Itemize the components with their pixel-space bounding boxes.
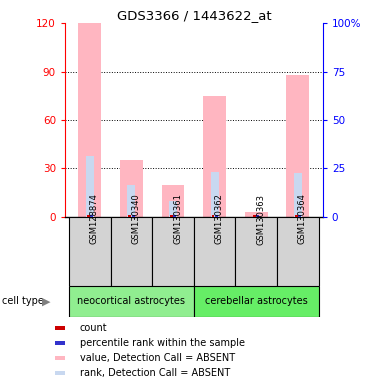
Bar — [277, 217, 319, 286]
Text: count: count — [79, 323, 107, 333]
Bar — [203, 96, 226, 217]
Text: GSM130363: GSM130363 — [256, 194, 265, 245]
Title: GDS3366 / 1443622_at: GDS3366 / 1443622_at — [116, 9, 271, 22]
Bar — [86, 156, 94, 217]
Text: GSM128874: GSM128874 — [90, 194, 99, 245]
Text: percentile rank within the sample: percentile rank within the sample — [79, 338, 244, 348]
Bar — [211, 215, 214, 217]
Bar — [295, 215, 298, 217]
Text: GSM130362: GSM130362 — [215, 194, 224, 245]
Bar — [55, 356, 65, 360]
Bar — [90, 215, 93, 217]
Bar — [294, 173, 302, 217]
Bar — [55, 371, 65, 374]
Bar — [170, 215, 173, 217]
Text: GSM130364: GSM130364 — [298, 194, 307, 245]
Text: GSM130361: GSM130361 — [173, 194, 182, 245]
Text: rank, Detection Call = ABSENT: rank, Detection Call = ABSENT — [79, 368, 230, 378]
Bar — [173, 215, 176, 217]
Bar — [236, 217, 277, 286]
Bar — [152, 217, 194, 286]
Bar — [120, 161, 143, 217]
Bar — [194, 217, 236, 286]
Bar — [128, 185, 135, 217]
Text: cell type: cell type — [2, 296, 44, 306]
Bar — [169, 201, 177, 217]
Bar — [215, 215, 218, 217]
Bar — [298, 215, 301, 217]
Bar — [111, 217, 152, 286]
Bar — [253, 215, 256, 217]
Bar — [132, 215, 135, 217]
Bar — [194, 286, 319, 317]
Text: cerebellar astrocytes: cerebellar astrocytes — [205, 296, 308, 306]
Bar — [286, 75, 309, 217]
Text: value, Detection Call = ABSENT: value, Detection Call = ABSENT — [79, 353, 235, 363]
Bar — [69, 286, 194, 317]
Bar — [78, 23, 101, 217]
Bar — [128, 215, 131, 217]
Bar — [69, 217, 111, 286]
Text: GSM130340: GSM130340 — [131, 194, 141, 244]
Bar — [87, 215, 90, 217]
Bar — [55, 326, 65, 330]
Bar — [245, 212, 267, 217]
Bar — [55, 341, 65, 345]
Bar — [256, 215, 259, 217]
Bar — [211, 172, 219, 217]
Text: ▶: ▶ — [42, 296, 50, 306]
Text: neocortical astrocytes: neocortical astrocytes — [78, 296, 186, 306]
Bar — [162, 185, 184, 217]
